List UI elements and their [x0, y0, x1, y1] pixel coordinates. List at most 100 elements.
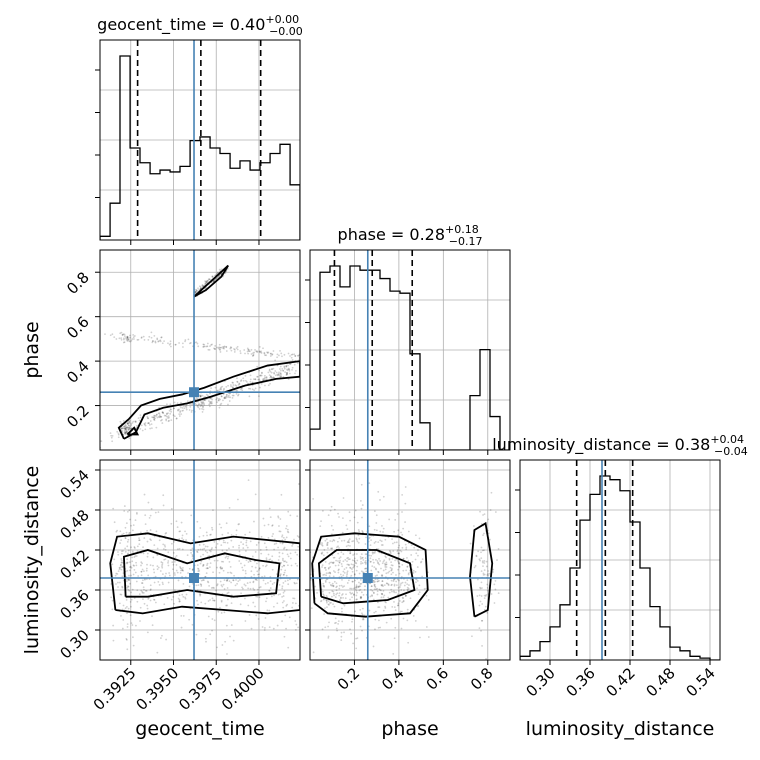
sample-point: [247, 348, 250, 351]
sample-point: [146, 631, 149, 634]
y-tick-label-luminosity_distance: 0.42: [56, 546, 92, 582]
sample-point: [393, 606, 396, 609]
sample-point: [220, 395, 223, 398]
panel-frame: [309, 249, 511, 451]
sample-point: [361, 618, 364, 621]
sample-point: [418, 591, 421, 594]
truth-point: [189, 387, 200, 398]
sample-point: [168, 419, 170, 422]
sample-point: [296, 354, 299, 357]
sample-point: [224, 556, 227, 559]
sample-point: [153, 581, 156, 584]
sample-point: [399, 549, 402, 552]
sample-point: [286, 579, 289, 582]
sample-point: [231, 386, 234, 388]
sample-point: [427, 636, 430, 638]
sample-point: [293, 363, 296, 366]
sample-point: [393, 601, 395, 603]
sample-point: [156, 651, 159, 654]
sample-point: [127, 428, 129, 430]
sample-point: [351, 580, 354, 583]
sample-point: [324, 579, 327, 582]
sample-point: [392, 542, 394, 545]
sample-point: [333, 508, 336, 511]
sample-point: [210, 402, 213, 405]
sample-point: [191, 547, 194, 550]
sample-point: [156, 416, 159, 419]
sample-point: [336, 540, 339, 543]
sample-point: [272, 533, 274, 535]
sample-point: [357, 586, 360, 588]
sample-point: [227, 403, 229, 406]
sample-point: [269, 516, 272, 519]
sample-point: [257, 541, 260, 544]
sample-point: [326, 541, 329, 544]
sample-point: [250, 627, 253, 630]
sample-point: [352, 554, 355, 556]
sample-point: [253, 389, 256, 392]
sample-point: [256, 588, 259, 591]
sample-point: [221, 385, 224, 388]
sample-point: [155, 530, 158, 533]
sample-point: [143, 339, 146, 341]
sample-point: [359, 625, 362, 628]
sample-point: [131, 588, 134, 591]
sample-point: [355, 586, 358, 589]
sample-point: [117, 570, 120, 573]
sample-point: [230, 602, 233, 605]
sample-point: [277, 373, 280, 376]
sample-point: [365, 567, 368, 570]
sample-point: [404, 521, 406, 523]
sample-point: [204, 345, 206, 348]
sample-point: [131, 422, 134, 424]
sample-point: [200, 583, 203, 586]
sample-point: [376, 561, 379, 564]
sample-point: [282, 370, 285, 372]
sample-point: [279, 518, 282, 520]
sample-point: [151, 624, 154, 627]
sample-point: [113, 558, 116, 561]
sample-point: [153, 416, 156, 419]
sample-point: [133, 564, 135, 567]
sample-point: [323, 567, 326, 569]
panel-luminosity_distance: 0.30 0.36 0.42 0.48 0.54: [515, 459, 721, 700]
sample-point: [118, 568, 121, 571]
sample-point: [196, 599, 198, 602]
sample-point: [406, 586, 409, 589]
sample-point: [322, 574, 325, 576]
sample-point: [291, 602, 294, 604]
sample-point: [184, 596, 186, 599]
sample-point: [372, 645, 375, 648]
sample-point: [401, 546, 404, 549]
sample-point: [335, 593, 338, 596]
sample-point: [172, 595, 175, 598]
sample-point: [246, 546, 249, 549]
sample-point: [259, 548, 262, 551]
sample-point: [335, 546, 338, 549]
sample-point: [393, 584, 396, 587]
sample-point: [291, 353, 294, 356]
sample-point: [210, 401, 213, 403]
sample-point: [350, 563, 353, 566]
sample-point: [390, 579, 393, 582]
sample-point: [195, 341, 198, 344]
sample-point: [283, 367, 286, 370]
sample-point: [258, 369, 261, 372]
sample-point: [286, 553, 289, 556]
sample-point: [379, 560, 382, 562]
sample-point: [485, 593, 488, 596]
sample-point: [259, 374, 262, 377]
sample-point: [325, 538, 328, 541]
sample-point: [286, 603, 288, 606]
sample-point: [126, 612, 128, 615]
sample-point: [207, 615, 210, 618]
sample-point: [265, 600, 267, 603]
sample-point: [157, 412, 160, 415]
sample-point: [225, 345, 228, 348]
sample-point: [281, 565, 284, 568]
sample-point: [166, 413, 168, 416]
sample-point: [384, 538, 387, 541]
sample-point: [270, 352, 272, 355]
sample-point: [407, 573, 410, 576]
sample-point: [176, 548, 179, 551]
